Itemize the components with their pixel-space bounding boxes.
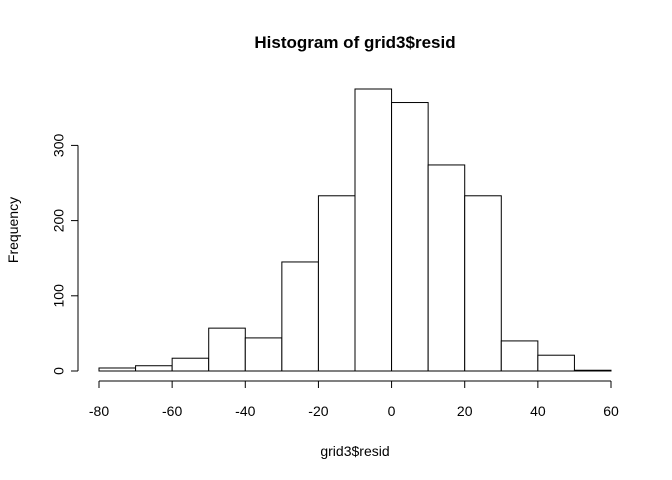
x-tick-label-7: 60 xyxy=(603,403,619,419)
histogram-bar-0 xyxy=(98,367,137,372)
x-axis-label: grid3$resid xyxy=(320,443,389,459)
histogram-bar-1 xyxy=(135,365,173,372)
histogram-bar-7 xyxy=(354,88,393,372)
histogram-bar-5 xyxy=(281,261,319,372)
histogram-bar-6 xyxy=(317,195,356,372)
y-tick-label-3: 300 xyxy=(51,134,67,158)
x-tick-label-5: 20 xyxy=(457,403,473,419)
x-tick-label-3: -20 xyxy=(308,403,328,419)
x-axis: -80 -60 -40 -20 0 20 40 60 xyxy=(89,380,619,419)
x-tick-label-0: -80 xyxy=(89,403,109,419)
y-tick-label-2: 200 xyxy=(51,209,67,233)
chart-title: Histogram of grid3$resid xyxy=(254,33,455,52)
histogram-bar-11 xyxy=(500,340,539,372)
x-tick-label-2: -40 xyxy=(235,403,255,419)
histogram-bar-2 xyxy=(171,357,210,372)
y-tick-label-0: 0 xyxy=(51,367,67,375)
histogram-bar-13 xyxy=(573,369,612,372)
y-axis-label: Frequency xyxy=(5,197,21,263)
y-tick-label-1: 100 xyxy=(51,284,67,308)
histogram-bar-12 xyxy=(537,354,575,372)
y-axis: 0 100 200 300 xyxy=(51,134,79,375)
histogram-bar-8 xyxy=(391,102,429,372)
x-tick-label-1: -60 xyxy=(162,403,182,419)
histogram-bar-10 xyxy=(464,195,502,372)
histogram-bar-9 xyxy=(427,164,466,372)
bars-group xyxy=(98,88,612,372)
x-tick-label-6: 40 xyxy=(530,403,546,419)
x-tick-label-4: 0 xyxy=(388,403,396,419)
histogram-bar-3 xyxy=(208,327,246,372)
histogram-bar-4 xyxy=(244,337,283,372)
